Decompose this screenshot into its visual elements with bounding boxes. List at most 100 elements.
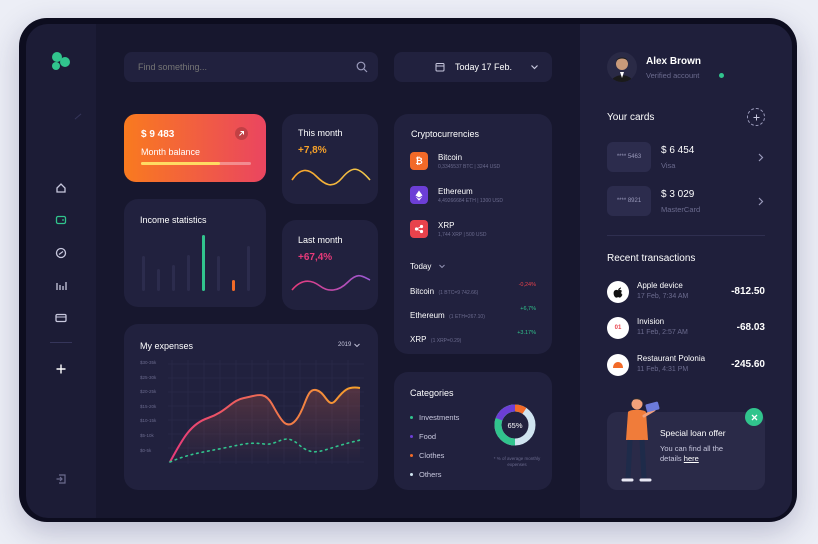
- income-bar: [187, 254, 190, 291]
- profile-name: Alex Brown: [646, 56, 702, 67]
- search-bar[interactable]: [124, 52, 378, 82]
- transaction-amount: -68.03: [736, 322, 765, 333]
- balance-progress-fill: [141, 162, 221, 165]
- chevron-right-icon[interactable]: [758, 153, 764, 162]
- expenses-chart: [168, 360, 364, 464]
- logout-icon[interactable]: [50, 468, 72, 490]
- loan-details-link[interactable]: here: [683, 454, 699, 463]
- transaction-date: 17 Feb, 7:34 AM: [637, 293, 689, 300]
- category-label: Food: [419, 432, 437, 441]
- y-tick-label: $10-15k: [140, 418, 157, 424]
- y-tick-label: $0-5k: [140, 447, 152, 453]
- exchange-icon[interactable]: [50, 242, 72, 264]
- crypto-item[interactable]: Ethereum 4,49266684 ETH | 1300 USD: [410, 186, 550, 210]
- sidebar-divider: [74, 113, 82, 120]
- wallet-icon[interactable]: [50, 209, 72, 231]
- balance-progress-track: [141, 162, 251, 165]
- transaction-name: Restaurant Polonia: [637, 354, 706, 363]
- crypto-sub: 4,49266684 ETH | 1300 USD: [438, 198, 503, 204]
- today-label: Today: [410, 262, 432, 271]
- category-dot: [410, 473, 413, 476]
- today-change: +6,7%: [520, 306, 536, 312]
- month-balance-card[interactable]: $ 9 483 Month balance: [124, 114, 266, 182]
- date-picker[interactable]: Today 17 Feb.: [394, 52, 552, 82]
- category-dot: [410, 435, 413, 438]
- add-icon[interactable]: [50, 358, 72, 380]
- categories-donut: 65%: [494, 404, 536, 446]
- y-tick-label: $25-30k: [140, 374, 157, 380]
- income-bar: [202, 235, 205, 291]
- invision-icon: 01: [607, 317, 629, 339]
- card-item[interactable]: **** 8921 $ 3 029 MasterCard: [607, 186, 767, 218]
- income-bar-chart: [140, 235, 252, 291]
- app-logo-icon: [52, 52, 70, 70]
- add-card-button[interactable]: [747, 108, 765, 126]
- last-month-title: Last month: [298, 235, 343, 245]
- card-item[interactable]: **** 5463 $ 6 454 Visa: [607, 142, 767, 174]
- income-bar: [247, 246, 250, 291]
- category-label: Clothes: [419, 451, 445, 460]
- panel-divider: [607, 235, 765, 236]
- avatar[interactable]: [607, 52, 637, 82]
- close-loan-button[interactable]: [745, 408, 763, 426]
- balance-amount: $ 9 483: [141, 129, 175, 140]
- transaction-item[interactable]: Restaurant Polonia 11 Feb, 4:31 PM -245.…: [607, 352, 767, 378]
- today-dropdown[interactable]: Today: [410, 256, 445, 271]
- my-expenses-card: My expenses 2019 $30-35k $25-30k $20-25k $1…: [124, 324, 378, 490]
- calendar-icon: [435, 63, 445, 72]
- crypto-sub: 1,744 XRP | 500 USD: [438, 232, 487, 238]
- profile-status: Verified account: [646, 71, 700, 80]
- crypto-sub: 0,3345537 BTC | 3244 USD: [438, 164, 501, 170]
- card-icon[interactable]: [50, 307, 72, 329]
- transaction-name: Apple device: [637, 281, 683, 290]
- crypto-name: XRP: [438, 221, 455, 230]
- transaction-item[interactable]: Apple device 17 Feb, 7:34 AM -812.50: [607, 279, 767, 305]
- transaction-date: 11 Feb, 2:57 AM: [637, 329, 688, 336]
- search-icon[interactable]: [356, 61, 368, 73]
- xrp-icon: [410, 220, 428, 238]
- chevron-right-icon[interactable]: [758, 197, 764, 206]
- crypto-item[interactable]: ₿ Bitcoin 0,3345537 BTC | 3244 USD: [410, 152, 550, 176]
- crypto-item[interactable]: XRP 1,744 XRP | 500 USD: [410, 220, 550, 244]
- income-bar: [172, 265, 175, 291]
- chevron-down-icon[interactable]: [354, 343, 360, 348]
- cryptocurrencies-card: Cryptocurrencies ₿ Bitcoin 0,3345537 BTC…: [394, 114, 552, 354]
- income-statistics-card: Income statistics: [124, 199, 266, 307]
- category-item[interactable]: Clothes: [410, 446, 490, 465]
- arrow-up-right-icon[interactable]: [235, 127, 248, 140]
- today-row[interactable]: XRP (1 XRP=0.29) +3.17%: [410, 329, 536, 344]
- today-change: +3.17%: [517, 330, 536, 336]
- crypto-name: Ethereum: [438, 187, 473, 196]
- today-row[interactable]: Bitcoin (1 BTC=9 742.66) -0,24%: [410, 281, 536, 296]
- transaction-item[interactable]: 01 Invision 11 Feb, 2:57 AM -68.03: [607, 315, 767, 341]
- today-row[interactable]: Ethereum (1 ETH=267.10) +6,7%: [410, 305, 536, 320]
- today-change: -0,24%: [518, 282, 536, 288]
- category-item[interactable]: Investments: [410, 408, 490, 427]
- last-month-card[interactable]: Last month +67,4%: [282, 220, 378, 310]
- loan-text: You can find all the details here: [660, 444, 724, 463]
- expenses-line: [169, 386, 361, 463]
- sidebar-divider: [50, 342, 72, 343]
- category-item[interactable]: Others: [410, 465, 490, 484]
- dashboard-screen: Today 17 Feb. $ 9 483 Month balance This…: [26, 24, 792, 518]
- today-coin: Ethereum: [410, 311, 445, 320]
- right-panel: Alex Brown Verified account Your cards *…: [580, 24, 792, 518]
- y-tick-label: $15-20k: [140, 403, 157, 409]
- income-title: Income statistics: [140, 215, 207, 225]
- expenses-area: [170, 387, 360, 464]
- last-month-sparkline: [291, 274, 371, 291]
- stats-icon[interactable]: [50, 275, 72, 297]
- home-icon[interactable]: [50, 177, 72, 199]
- this-month-title: This month: [298, 128, 343, 138]
- search-input[interactable]: [138, 60, 338, 74]
- card-type: Visa: [661, 161, 676, 170]
- category-item[interactable]: Food: [410, 427, 490, 446]
- y-tick-label: $20-25k: [140, 389, 157, 395]
- chevron-down-icon: [438, 264, 445, 269]
- categories-title: Categories: [410, 388, 454, 398]
- expenses-year[interactable]: 2019: [338, 342, 352, 348]
- loan-title: Special loan offer: [660, 428, 726, 438]
- category-dot: [410, 416, 413, 419]
- plus-icon: [753, 114, 759, 120]
- this-month-card[interactable]: This month +7,8%: [282, 114, 378, 204]
